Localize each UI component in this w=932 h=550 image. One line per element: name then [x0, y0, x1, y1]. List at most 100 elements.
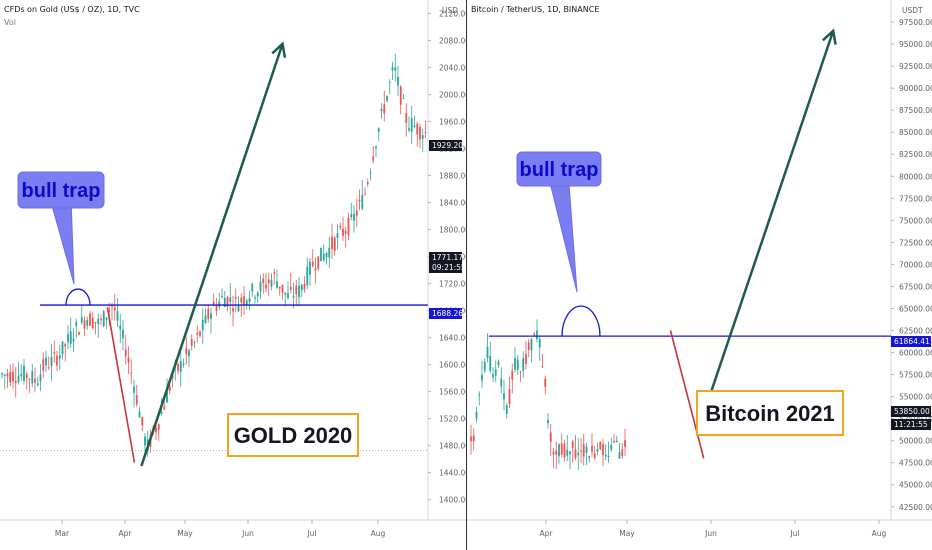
- candle-body: [278, 286, 281, 289]
- price-tag: [891, 419, 931, 430]
- candle-body: [314, 268, 317, 271]
- y-tick-label: 1520.00: [439, 415, 466, 424]
- candle-body: [67, 334, 69, 342]
- plot-background: [467, 0, 932, 550]
- candle-body: [284, 292, 287, 295]
- candle-body: [72, 338, 75, 342]
- candle-body: [53, 352, 56, 354]
- candle-body: [185, 348, 188, 355]
- candle-body: [83, 320, 86, 329]
- bitcoin-chart[interactable]: 97500.00 95000.00 92500.00 90000.00 87500.00…: [467, 0, 932, 550]
- candle-body: [580, 450, 582, 452]
- candle-body: [144, 436, 146, 446]
- y-tick-label: 42500.00: [899, 503, 932, 512]
- candle-body: [303, 283, 306, 290]
- candle-body: [410, 118, 413, 132]
- candle-body: [613, 441, 615, 443]
- candle-body: [31, 371, 34, 384]
- candle-body: [541, 366, 544, 368]
- candle-body: [135, 395, 138, 405]
- candle-body: [210, 313, 212, 319]
- y-tick-label: 67500.00: [899, 282, 932, 291]
- candle-body: [295, 285, 298, 295]
- x-tick-label: May: [177, 529, 193, 538]
- bitcoin-chart-pane[interactable]: 97500.00 95000.00 92500.00 90000.00 87500.00…: [466, 0, 932, 550]
- candle-body: [527, 342, 530, 351]
- candle-body: [577, 452, 580, 456]
- candle-body: [122, 329, 124, 338]
- y-tick-label: 1720.00: [439, 280, 466, 289]
- trend-up-arrow: [700, 30, 835, 420]
- x-tick-label: Apr: [540, 529, 554, 538]
- candle-body: [544, 378, 547, 387]
- candle-body: [201, 319, 204, 331]
- candle-body: [89, 313, 91, 326]
- bull-trap-arc: [65, 288, 91, 306]
- candle-body: [25, 373, 28, 378]
- candle-body: [610, 444, 613, 450]
- price-tag: [891, 336, 931, 347]
- candle-body: [347, 217, 350, 236]
- candle-body: [116, 311, 119, 321]
- y-tick-label: 2080.00: [439, 37, 466, 46]
- candle-body: [17, 375, 20, 382]
- candle-body: [199, 331, 201, 336]
- y-tick-label: 2000.00: [439, 91, 466, 100]
- y-tick-label: 1400.00: [439, 496, 466, 505]
- candle-body: [591, 445, 593, 452]
- candle-body: [530, 338, 533, 351]
- gold-chart[interactable]: 2120.002080.002040.002000.001960.001920.…: [0, 0, 466, 550]
- gold-chart-pane[interactable]: 2120.002080.002040.002000.001960.001920.…: [0, 0, 466, 550]
- chart-label-box[interactable]: [227, 413, 359, 457]
- candle-body: [56, 355, 58, 366]
- y-tick-label: 72500.00: [899, 238, 932, 247]
- candle-body: [386, 96, 388, 101]
- y-tick-label: 1440.00: [439, 469, 466, 478]
- candle-body: [369, 172, 372, 174]
- bull-trap-callout[interactable]: [516, 151, 602, 187]
- trend-up-arrow: [140, 43, 284, 467]
- candle-body: [262, 278, 265, 283]
- price-tag: [429, 262, 462, 273]
- candle-body: [179, 360, 182, 372]
- y-tick-label: 95000.00: [899, 40, 932, 49]
- candle-body: [361, 194, 364, 209]
- candle-body: [20, 373, 23, 377]
- y-tick-label: 80000.00: [899, 172, 932, 181]
- candle-body: [168, 386, 171, 392]
- candle-body: [127, 357, 130, 363]
- candle-body: [265, 284, 267, 289]
- candle-body: [166, 391, 168, 403]
- candle-body: [503, 393, 505, 400]
- candle-body: [421, 135, 424, 139]
- candle-body: [582, 444, 585, 457]
- chart-label-box[interactable]: [696, 390, 844, 436]
- candle-body: [229, 297, 232, 302]
- candle-body: [42, 358, 45, 371]
- candle-body: [331, 236, 333, 249]
- candle-body: [481, 374, 483, 381]
- y-tick-label: 75000.00: [899, 216, 932, 225]
- y-tick-label: 45000.00: [899, 481, 932, 490]
- candle-body: [306, 266, 309, 286]
- chart-label-text: Bitcoin 2021: [705, 401, 835, 426]
- candle-body: [270, 279, 273, 287]
- price-tag-label: 1688.26: [432, 309, 463, 318]
- candle-body: [254, 297, 256, 299]
- candle-body: [45, 357, 47, 366]
- y-tick-label: 1640.00: [439, 334, 466, 343]
- candle-body: [223, 297, 226, 308]
- candle-body: [292, 296, 295, 298]
- candle-body: [377, 128, 380, 132]
- candle-body: [160, 412, 163, 414]
- candle-body: [585, 446, 588, 453]
- candle-body: [588, 456, 591, 458]
- bull-trap-callout[interactable]: [17, 171, 105, 209]
- gold-volume-label: Vol: [4, 18, 16, 27]
- candle-body: [508, 389, 511, 405]
- x-tick-label: Jul: [306, 529, 316, 538]
- candle-body: [566, 449, 569, 456]
- candle-body: [618, 451, 621, 459]
- candle-body: [375, 146, 377, 149]
